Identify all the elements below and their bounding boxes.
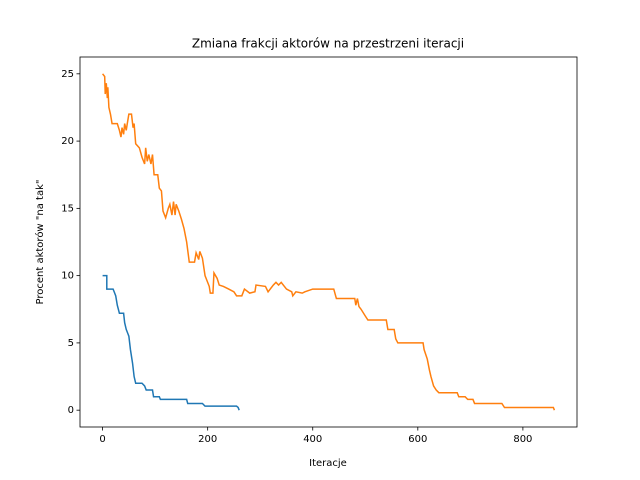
- data-line: [102, 274, 240, 411]
- y-tick-label: 20: [61, 136, 74, 147]
- y-tick-label: 15: [61, 203, 74, 214]
- data-line: [101, 73, 556, 411]
- y-tick-label: 5: [68, 338, 74, 349]
- x-tick-label: 400: [303, 434, 322, 445]
- y-tick-label: 25: [61, 69, 74, 80]
- x-tick-label: 200: [198, 434, 217, 445]
- plot-frame: [79, 56, 578, 428]
- y-tick-label: 0: [68, 405, 74, 416]
- chart-title: Zmiana frakcji aktorów na przestrzeni it…: [192, 37, 464, 51]
- y-tick-label: 10: [61, 271, 74, 282]
- x-tick-label: 800: [513, 434, 532, 445]
- x-tick-label: 0: [99, 434, 105, 445]
- x-axis-label: Iteracje: [309, 458, 347, 469]
- y-axis-label: Procent aktorów "na tak": [34, 180, 46, 305]
- x-tick-label: 600: [408, 434, 427, 445]
